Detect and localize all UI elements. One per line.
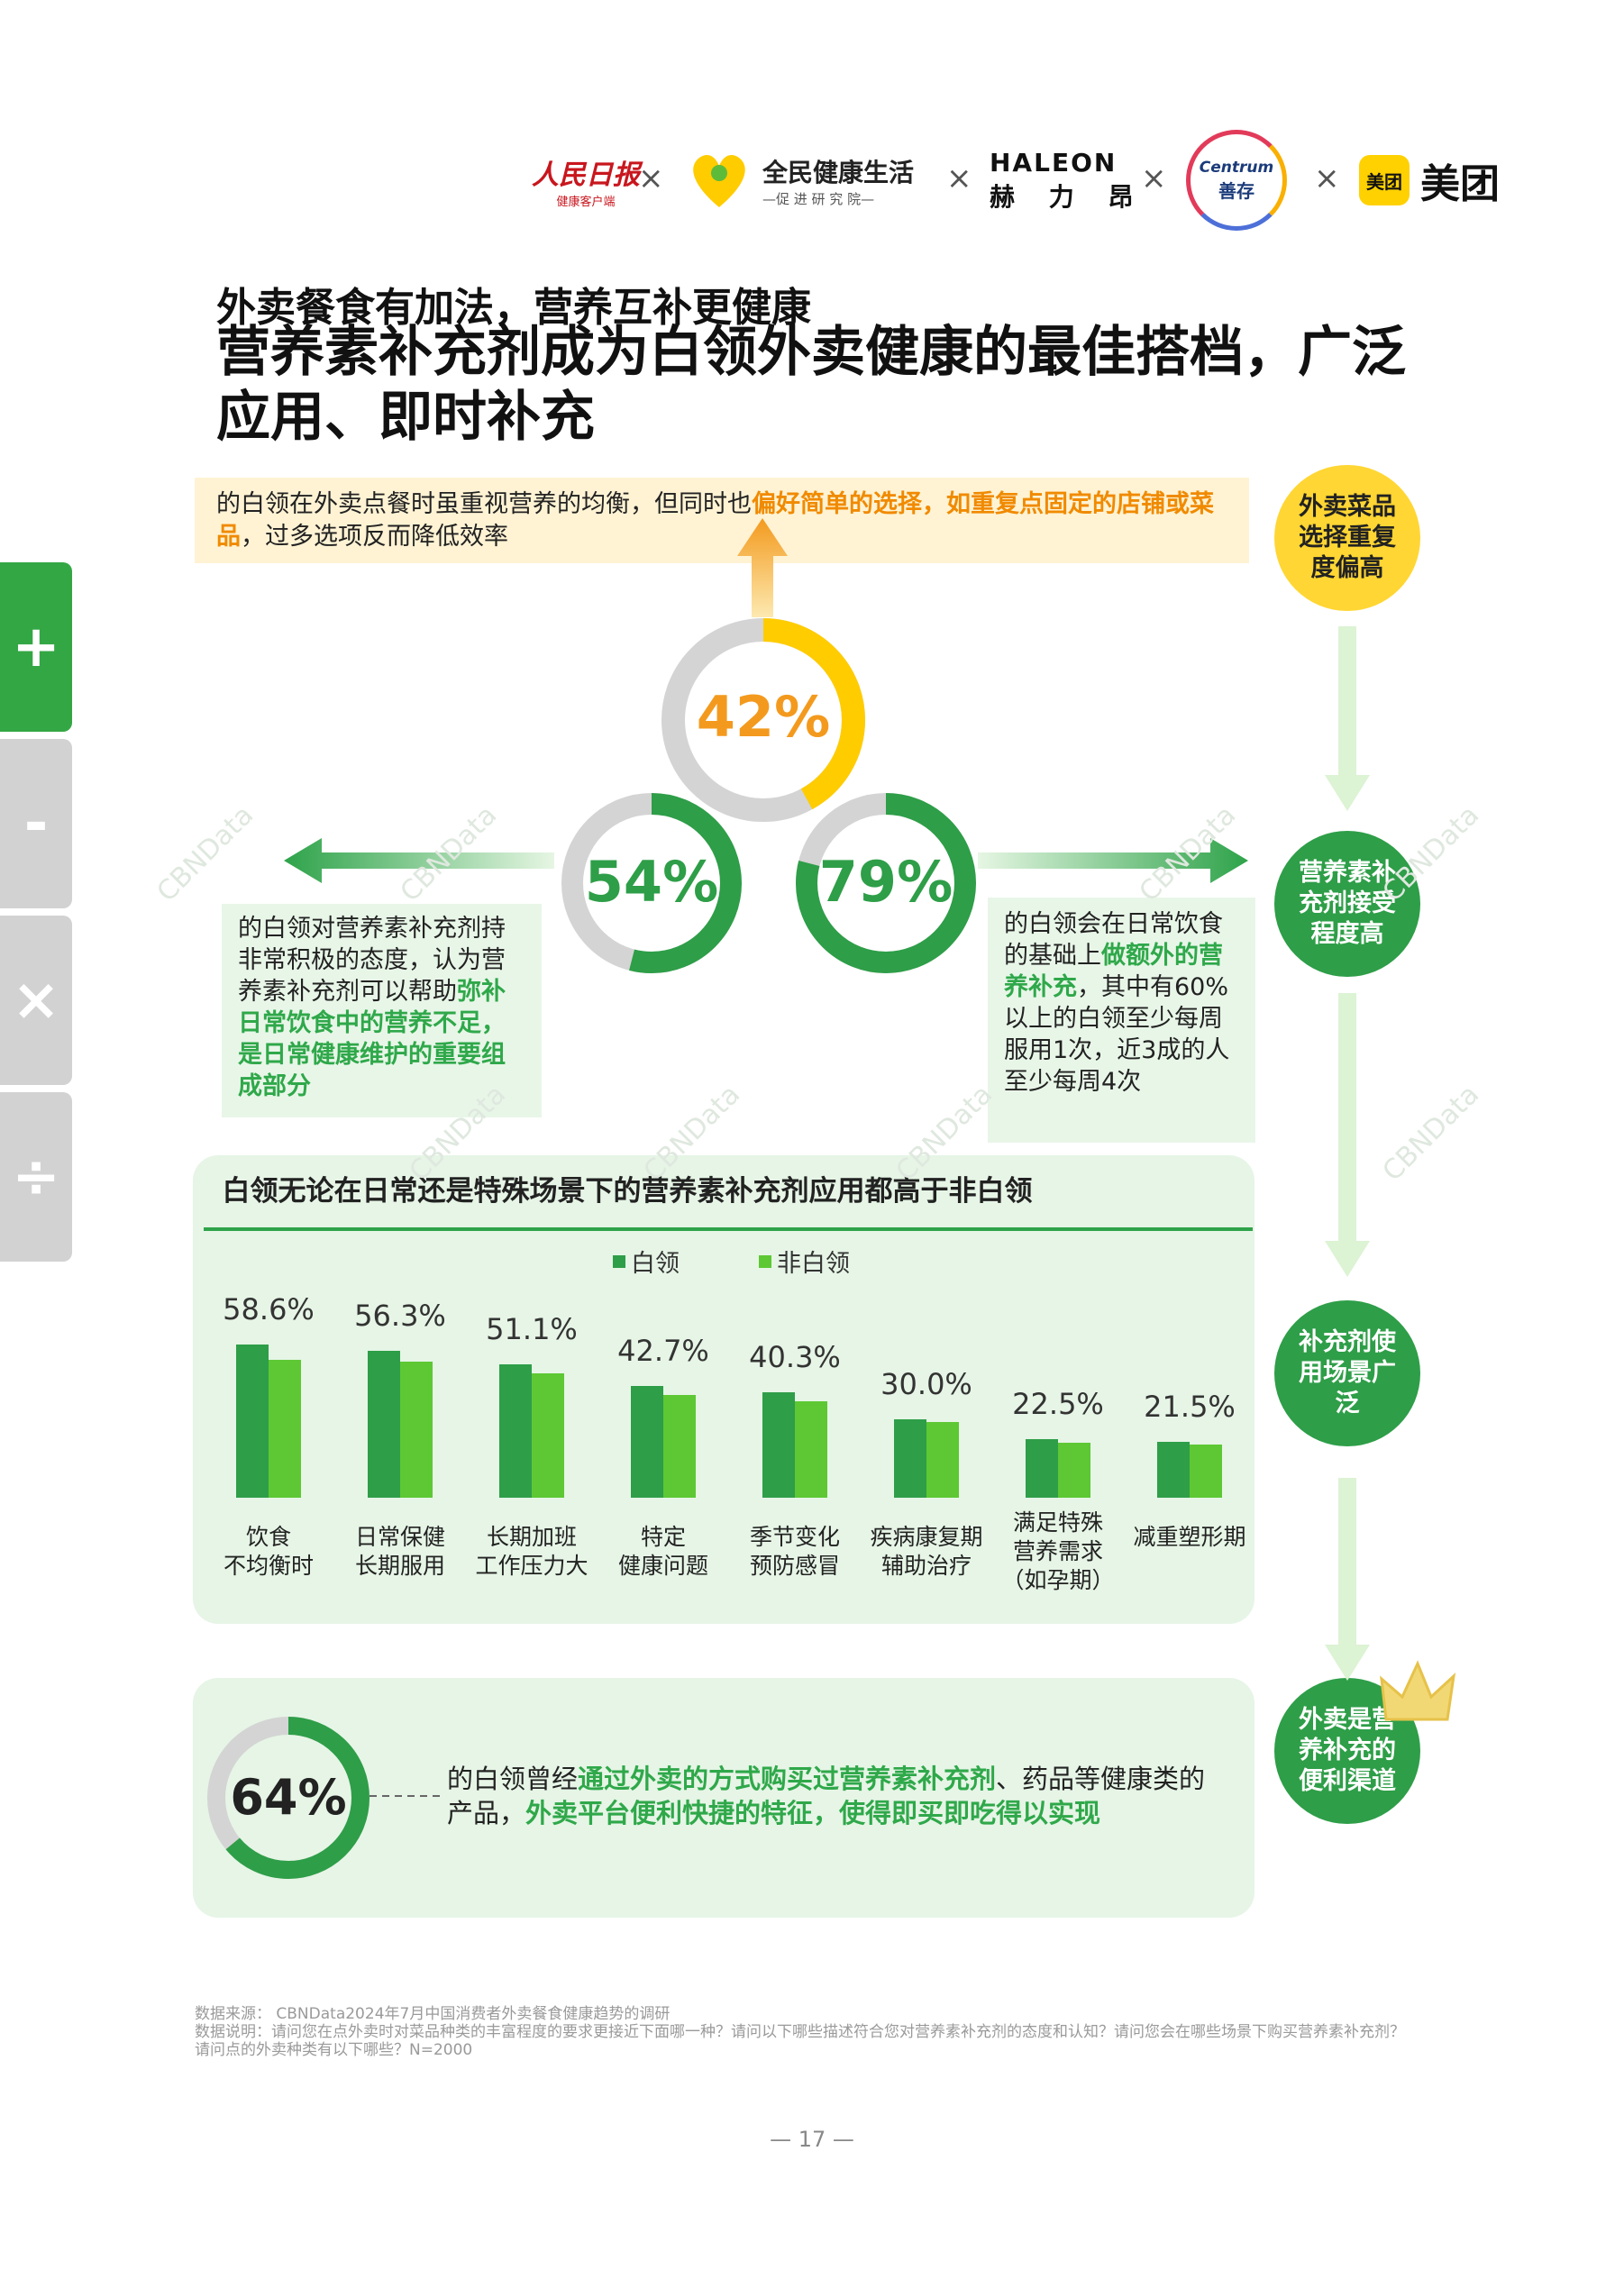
- multiply-button[interactable]: ×: [0, 916, 72, 1085]
- bar-non-white-collar: [663, 1395, 696, 1498]
- centrum-logo: Centrum 善存: [1186, 126, 1287, 234]
- down-arrow-icon: [1325, 1478, 1370, 1681]
- category-label: 特定 健康问题: [617, 1524, 708, 1579]
- chart-title: 白领无论在日常还是特殊场景下的营养素补充剂应用都高于非白领: [222, 1175, 1033, 1208]
- step-scenarios: 补充剂使用场景广泛: [1274, 1300, 1420, 1446]
- bar-non-white-collar: [269, 1359, 301, 1498]
- step-acceptance: 营养素补充剂接受程度高: [1274, 831, 1420, 977]
- bar-white-collar: [1157, 1441, 1190, 1498]
- repeat-choice-text: 的白领在外卖点餐时虽重视营养的均衡，但同时也偏好简单的选择，如重复点固定的店铺或…: [195, 478, 1249, 563]
- value-label: 58.6%: [223, 1292, 315, 1327]
- legend-non-white-collar: 非白领: [759, 1244, 850, 1279]
- subtitle: 外卖餐食有加法，营养互补更健康: [216, 285, 811, 331]
- zoom-in-button[interactable]: +: [0, 562, 72, 732]
- watermark: CBNData: [151, 799, 260, 908]
- bar-non-white-collar: [400, 1362, 433, 1498]
- value-label: 42.7%: [617, 1334, 709, 1369]
- peoples-daily-logo: 人民日报 健康客户端: [532, 159, 640, 209]
- value-label: 21.5%: [1144, 1389, 1236, 1424]
- donut-label: 42%: [697, 684, 830, 750]
- donut-label: 64%: [230, 1769, 346, 1826]
- delivery-text: 的白领曾经通过外卖的方式购买过营养素补充剂、药品等健康类的产品，外卖平台便利快捷…: [447, 1764, 1206, 1828]
- crown-icon: [1380, 1660, 1456, 1721]
- legend-white-collar: 白领: [613, 1244, 680, 1279]
- step-repeat-choice: 外卖菜品选择重复度偏高: [1274, 465, 1420, 611]
- category-label: 饮食 不均衡时: [223, 1524, 314, 1579]
- bar-white-collar: [236, 1345, 269, 1498]
- header-logos: 人民日报 健康客户端 × 全民健康生活 —促 进 研 究 院— × HALEON…: [532, 126, 1514, 234]
- category-label: 减重塑形期: [1133, 1524, 1246, 1550]
- category-label: 长期加班 工作压力大: [475, 1524, 588, 1579]
- value-label: 30.0%: [880, 1367, 972, 1401]
- donut-42: 42%: [661, 618, 865, 822]
- haleon-logo: HALEON 赫 力 昂: [990, 147, 1146, 212]
- bar-white-collar: [499, 1363, 532, 1498]
- watermark: CBNData: [1376, 1079, 1486, 1188]
- meituan-logo: 美团 美团: [1359, 126, 1500, 234]
- dashed-connector: [370, 1795, 442, 1797]
- heart-icon: [693, 154, 745, 207]
- bar-non-white-collar: [1190, 1445, 1222, 1498]
- value-label: 51.1%: [486, 1311, 578, 1346]
- category-label: 季节变化 预防感冒: [749, 1524, 840, 1579]
- separator: ×: [638, 160, 664, 196]
- bar-white-collar: [631, 1386, 663, 1498]
- bar-white-collar: [368, 1350, 400, 1498]
- zoom-out-button[interactable]: -: [0, 739, 72, 908]
- up-arrow-icon: [737, 518, 788, 617]
- donut-79: 79%: [796, 793, 976, 973]
- category-label: 日常保健 长期服用: [354, 1524, 445, 1579]
- right-arrow-icon: [978, 838, 1248, 883]
- chart-divider: [204, 1227, 1253, 1231]
- attitude-text: 的白领对营养素补充剂持非常积极的态度，认为营养素补充剂可以帮助弥补日常饮食中的营…: [222, 904, 542, 1117]
- page-title: 营养素补充剂成为白领外卖健康的最佳搭档，广泛应用、即时补充: [216, 321, 1406, 449]
- legend-swatch: [759, 1254, 771, 1268]
- page-number: — 17 —: [770, 2127, 854, 2152]
- bar-white-collar: [894, 1419, 926, 1498]
- value-label: 22.5%: [1012, 1386, 1104, 1421]
- bar-white-collar: [762, 1392, 795, 1498]
- category-label: 满足特殊 营养需求 （如孕期）: [1001, 1509, 1115, 1593]
- separator: ×: [946, 160, 972, 196]
- value-label: 40.3%: [749, 1340, 841, 1375]
- donut-54: 54%: [561, 793, 742, 973]
- left-arrow-icon: [284, 838, 554, 883]
- divide-button[interactable]: ÷: [0, 1092, 72, 1262]
- bar-non-white-collar: [532, 1372, 564, 1498]
- value-label: 56.3%: [354, 1298, 446, 1333]
- delivery-panel: [193, 1678, 1254, 1918]
- data-source: 数据来源： CBNData2024年7月中国消费者外卖餐食健康趋势的调研 数据说…: [195, 2005, 1405, 2059]
- down-arrow-icon: [1325, 993, 1370, 1277]
- bar-non-white-collar: [926, 1421, 959, 1498]
- donut-label: 79%: [819, 849, 953, 915]
- extra-supplement-text: 的白领会在日常饮食的基础上做额外的营养补充，其中有60%以上的白领至少每周服用1…: [988, 898, 1255, 1143]
- legend-swatch: [613, 1254, 625, 1268]
- bar-white-collar: [1026, 1438, 1058, 1498]
- category-label: 疾病康复期 辅助治疗: [870, 1524, 983, 1579]
- bar-non-white-collar: [795, 1400, 827, 1498]
- bar-non-white-collar: [1058, 1443, 1090, 1498]
- separator: ×: [1314, 160, 1340, 196]
- down-arrow-icon: [1325, 626, 1370, 811]
- donut-label: 54%: [585, 849, 718, 915]
- quanmin-logo: 全民健康生活 —促 进 研 究 院—: [683, 126, 914, 234]
- donut-64: 64%: [207, 1717, 370, 1879]
- separator: ×: [1141, 160, 1167, 196]
